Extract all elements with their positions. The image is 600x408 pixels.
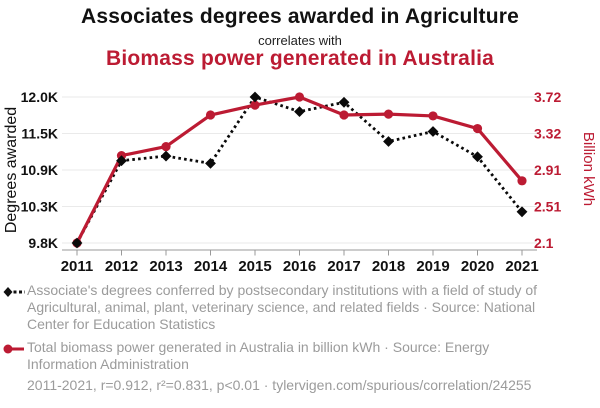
diamond-dashed-marker-icon: [3, 287, 25, 297]
svg-text:2014: 2014: [194, 258, 228, 275]
svg-text:2021: 2021: [505, 258, 538, 275]
svg-text:3.32: 3.32: [534, 126, 561, 142]
legend-item-degrees: Associate's degrees conferred by postsec…: [3, 282, 551, 333]
legend-label-degrees: Associate's degrees conferred by postsec…: [27, 282, 538, 332]
svg-text:2.1: 2.1: [534, 235, 554, 251]
circle-solid-marker-icon: [3, 344, 24, 354]
primary-title: Associates degrees awarded in Agricultur…: [80, 5, 520, 28]
svg-text:10.9K: 10.9K: [21, 162, 58, 178]
svg-text:10.3K: 10.3K: [21, 199, 58, 215]
legend-item-biomass: Total biomass power generated in Austral…: [3, 339, 551, 373]
svg-text:2017: 2017: [327, 258, 360, 275]
svg-text:2019: 2019: [416, 258, 449, 275]
svg-text:2015: 2015: [238, 258, 271, 275]
svg-text:2.51: 2.51: [534, 199, 561, 215]
stats-citation-line: 2011-2021, r=0.912, r²=0.831, p<0.01 · t…: [27, 377, 532, 393]
legend-label-biomass: Total biomass power generated in Austral…: [27, 339, 490, 372]
svg-text:2016: 2016: [283, 258, 316, 275]
svg-text:2.91: 2.91: [534, 162, 561, 178]
svg-text:2020: 2020: [461, 258, 494, 275]
secondary-title: Biomass power generated in Australia: [105, 47, 495, 70]
svg-text:2011: 2011: [61, 258, 94, 275]
svg-text:12.0K: 12.0K: [21, 89, 58, 105]
svg-text:11.5K: 11.5K: [21, 126, 58, 142]
svg-text:Billion kWh: Billion kWh: [580, 132, 597, 206]
dual-axis-line-chart: 2011 2012 2013 2014 2015 2016 2017 2018 2019 2020…: [3, 89, 597, 275]
svg-text:2012: 2012: [105, 258, 138, 275]
svg-text:Degrees awarded: Degrees awarded: [3, 107, 20, 233]
correlates-with-subtitle: correlates with: [258, 33, 342, 48]
svg-text:2013: 2013: [149, 258, 182, 275]
svg-text:9.8K: 9.8K: [28, 235, 58, 251]
svg-text:3.72: 3.72: [534, 89, 561, 105]
svg-text:2018: 2018: [372, 258, 405, 275]
